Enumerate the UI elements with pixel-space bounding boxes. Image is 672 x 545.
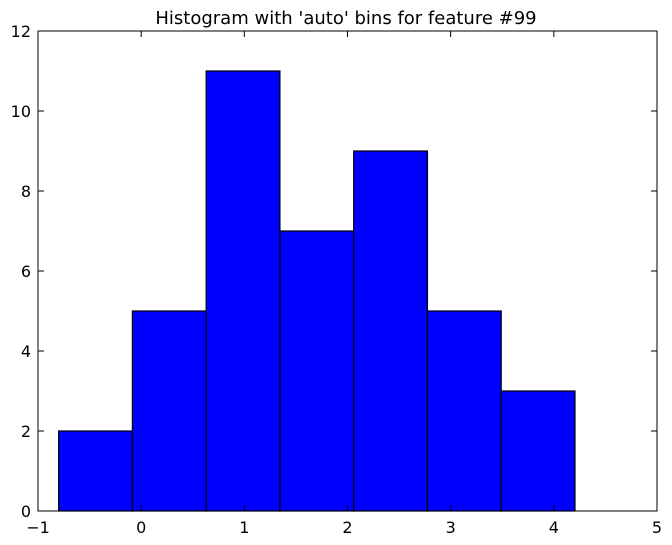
histogram-bar: [279, 230, 355, 512]
chart-title: Histogram with 'auto' bins for feature #…: [155, 8, 536, 29]
histogram-bar: [131, 310, 207, 512]
x-tick-label: 0: [136, 518, 146, 537]
y-tick-label: 0: [21, 502, 31, 521]
histogram-bar: [353, 150, 429, 512]
y-tick-labels: 0 2 4 6 8 10 12: [11, 22, 31, 521]
x-tick-label: 3: [446, 518, 456, 537]
x-tick-label: 2: [342, 518, 352, 537]
histogram-bar: [58, 430, 133, 512]
y-tick-label: 10: [11, 102, 31, 121]
x-tick-label: −1: [26, 518, 50, 537]
y-tick-label: 12: [11, 22, 31, 41]
y-tick-label: 8: [21, 182, 31, 201]
x-tick-labels: −1 0 1 2 3 4 5: [26, 518, 662, 537]
x-tick-label: 5: [652, 518, 662, 537]
y-tick-label: 6: [21, 262, 31, 281]
x-tick-label: 4: [549, 518, 559, 537]
histogram-bar: [500, 390, 576, 512]
x-tick-label: 1: [239, 518, 249, 537]
histogram-bar: [205, 70, 281, 512]
y-tick-label: 4: [21, 342, 31, 361]
histogram-bar: [426, 310, 502, 512]
bars-group: [58, 70, 576, 512]
plot-frame: [37, 30, 658, 512]
y-tick-label: 2: [21, 422, 31, 441]
